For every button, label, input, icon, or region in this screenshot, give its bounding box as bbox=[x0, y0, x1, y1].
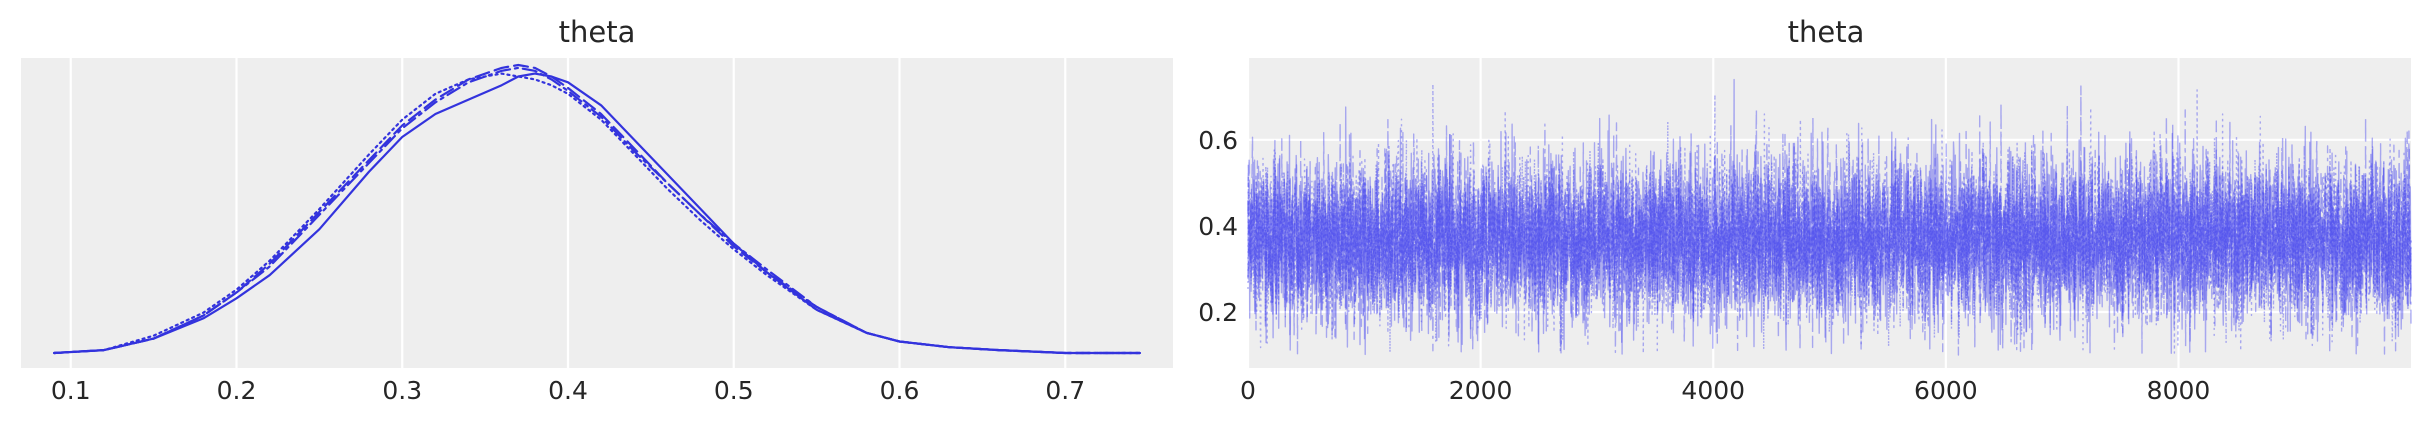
trace-x-ticks: 0 2000 4000 6000 8000 bbox=[1240, 376, 2210, 405]
trace-chain-dotted bbox=[1247, 83, 2412, 354]
density-curves bbox=[53, 63, 1141, 355]
trace-plot-area bbox=[1248, 58, 2411, 368]
trace-plot-title: theta bbox=[1788, 15, 1865, 49]
trace-x-tick-label: 0 bbox=[1240, 376, 1256, 405]
density-plot-area bbox=[21, 58, 1173, 368]
density-x-tick-label: 0.4 bbox=[548, 376, 588, 405]
trace-y-tick-label: 0.4 bbox=[1198, 212, 1238, 241]
trace-x-tick-label: 4000 bbox=[1681, 376, 1745, 405]
trace-chain-dashdot bbox=[1247, 102, 2412, 356]
trace-y-tick-label: 0.2 bbox=[1198, 298, 1238, 327]
density-x-tick-label: 0.1 bbox=[51, 376, 91, 405]
density-grid bbox=[69, 58, 1067, 368]
trace-x-tick-label: 6000 bbox=[1914, 376, 1978, 405]
density-x-tick-label: 0.6 bbox=[880, 376, 920, 405]
trace-plot-panel: theta 0 2000 4000 6000 8000 0.2 0.4 0.6 bbox=[1198, 15, 2412, 405]
trace-chain-dashed bbox=[1247, 85, 2412, 355]
trace-x-tick-label: 2000 bbox=[1449, 376, 1513, 405]
trace-y-tick-label: 0.6 bbox=[1198, 126, 1238, 155]
density-x-ticks: 0.1 0.2 0.3 0.4 0.5 0.6 0.7 bbox=[51, 376, 1085, 405]
density-x-tick-label: 0.5 bbox=[714, 376, 754, 405]
trace-grid bbox=[1246, 58, 2411, 368]
density-curve-dashdot bbox=[53, 66, 1141, 355]
trace-chain-solid bbox=[1247, 78, 2412, 356]
trace-x-tick-label: 8000 bbox=[2147, 376, 2211, 405]
density-x-tick-label: 0.2 bbox=[217, 376, 257, 405]
density-curve-dashed bbox=[53, 63, 1141, 355]
trace-y-ticks: 0.2 0.4 0.6 bbox=[1198, 126, 1238, 327]
posterior-density-panel: theta 0.1 0.2 0.3 0.4 0.5 0.6 0.7 bbox=[21, 15, 1173, 405]
density-plot-title: theta bbox=[559, 15, 636, 49]
trace-chains bbox=[1247, 78, 2412, 356]
density-x-tick-label: 0.3 bbox=[382, 376, 422, 405]
density-x-tick-label: 0.7 bbox=[1045, 376, 1085, 405]
